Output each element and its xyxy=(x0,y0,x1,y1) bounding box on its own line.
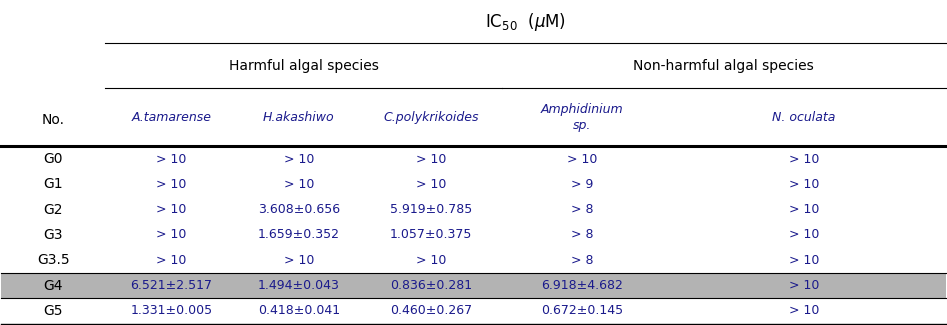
Text: > 9: > 9 xyxy=(571,178,593,191)
Text: G4: G4 xyxy=(44,279,63,292)
Text: N. oculata: N. oculata xyxy=(773,111,835,124)
Text: > 10: > 10 xyxy=(284,152,314,165)
Text: 1.494±0.043: 1.494±0.043 xyxy=(258,279,340,292)
Text: > 10: > 10 xyxy=(284,254,314,267)
Text: > 10: > 10 xyxy=(789,279,819,292)
Text: G2: G2 xyxy=(44,203,63,217)
Text: > 10: > 10 xyxy=(789,228,819,241)
Text: > 10: > 10 xyxy=(156,254,187,267)
Text: G5: G5 xyxy=(44,304,63,318)
Text: 3.608±0.656: 3.608±0.656 xyxy=(258,203,340,216)
Text: G3: G3 xyxy=(44,228,63,242)
Text: > 10: > 10 xyxy=(156,203,187,216)
Text: > 10: > 10 xyxy=(156,152,187,165)
Text: 1.057±0.375: 1.057±0.375 xyxy=(390,228,473,241)
Text: 0.836±0.281: 0.836±0.281 xyxy=(390,279,472,292)
Text: No.: No. xyxy=(42,113,64,127)
Text: > 8: > 8 xyxy=(571,203,594,216)
Text: > 8: > 8 xyxy=(571,254,594,267)
Text: > 10: > 10 xyxy=(567,152,598,165)
Text: Non-harmful algal species: Non-harmful algal species xyxy=(634,59,814,73)
Text: 6.521±2.517: 6.521±2.517 xyxy=(131,279,212,292)
Text: H.akashiwo: H.akashiwo xyxy=(263,111,334,124)
Text: IC$_{50}$  ($\mu$M): IC$_{50}$ ($\mu$M) xyxy=(485,11,566,33)
Bar xyxy=(1,273,946,298)
Text: > 10: > 10 xyxy=(789,178,819,191)
Text: G3.5: G3.5 xyxy=(37,253,70,267)
Text: > 10: > 10 xyxy=(416,178,446,191)
Text: > 10: > 10 xyxy=(789,305,819,318)
Text: A.tamarense: A.tamarense xyxy=(132,111,211,124)
Text: G0: G0 xyxy=(44,152,63,166)
Text: > 8: > 8 xyxy=(571,228,594,241)
Text: > 10: > 10 xyxy=(416,152,446,165)
Text: 0.460±0.267: 0.460±0.267 xyxy=(390,305,472,318)
Text: 1.331±0.005: 1.331±0.005 xyxy=(131,305,212,318)
Text: > 10: > 10 xyxy=(789,254,819,267)
Text: G1: G1 xyxy=(44,177,63,191)
Text: Amphidinium
sp.: Amphidinium sp. xyxy=(541,103,623,132)
Text: > 10: > 10 xyxy=(789,152,819,165)
Text: > 10: > 10 xyxy=(416,254,446,267)
Text: > 10: > 10 xyxy=(156,178,187,191)
Text: > 10: > 10 xyxy=(156,228,187,241)
Text: 5.919±0.785: 5.919±0.785 xyxy=(390,203,473,216)
Text: > 10: > 10 xyxy=(789,203,819,216)
Text: Harmful algal species: Harmful algal species xyxy=(228,59,379,73)
Text: 0.672±0.145: 0.672±0.145 xyxy=(541,305,623,318)
Text: > 10: > 10 xyxy=(284,178,314,191)
Text: 0.418±0.041: 0.418±0.041 xyxy=(258,305,340,318)
Text: C.polykrikoides: C.polykrikoides xyxy=(384,111,479,124)
Text: 1.659±0.352: 1.659±0.352 xyxy=(258,228,340,241)
Text: 6.918±4.682: 6.918±4.682 xyxy=(541,279,623,292)
